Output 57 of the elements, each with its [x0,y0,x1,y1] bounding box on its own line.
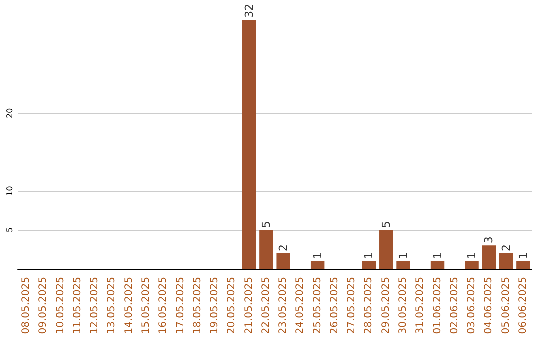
x-tick-label: 21.05.2025 [244,277,255,334]
bar [260,230,274,269]
bar [310,261,325,269]
x-tick-label: 09.05.2025 [38,277,50,334]
data-label: 3 [482,236,496,244]
x-tick-label: 03.06.2025 [466,277,478,334]
x-tick-label: 24.05.2025 [295,277,306,334]
x-tick-label: 23.05.2025 [278,277,290,334]
y-tick-label: 10 [6,186,14,196]
data-label: 1 [311,252,324,260]
bar [482,246,496,269]
x-tick-label: 08.05.2025 [21,277,32,334]
data-label: 2 [500,244,513,252]
x-tick-label: 11.05.2025 [72,277,84,334]
data-label: 1 [431,252,444,260]
x-tick-label: 10.05.2025 [55,277,66,334]
x-tick-label: 25.05.2025 [312,277,324,334]
bar [516,261,530,269]
bar [465,261,479,269]
data-label: 1 [516,252,530,260]
x-tick-label: 14.05.2025 [124,277,135,334]
bar [242,20,256,269]
x-tick-label: 19.05.2025 [210,277,221,334]
x-tick-label: 18.05.2025 [192,277,204,334]
x-tick-label: 29.05.2025 [380,277,392,334]
x-tick-label: 01.06.2025 [432,277,444,334]
x-tick-label: 27.05.2025 [346,277,358,334]
bar [380,230,394,269]
x-tick-label: 17.05.2025 [175,277,186,334]
x-tick-label: 12.05.2025 [90,277,101,334]
x-tick-label: 26.05.2025 [329,277,340,334]
data-label: 5 [260,221,273,228]
x-tick-label: 16.05.2025 [158,277,170,334]
data-label: 32 [242,4,256,18]
x-tick-label: 30.05.2025 [398,277,409,334]
x-tick-label: 02.06.2025 [449,277,460,334]
x-tick-label: 04.06.2025 [484,277,495,334]
y-tick-label: 20 [6,108,14,118]
data-label: 1 [397,252,410,260]
bar [499,253,514,269]
bar [362,261,376,269]
data-label: 1 [362,252,376,260]
x-tick-label: 20.05.2025 [226,277,238,334]
x-tick-label: 13.05.2025 [106,277,118,334]
x-tick-label: 05.06.2025 [500,277,512,334]
data-label: 1 [466,252,479,260]
data-label: 5 [380,221,393,228]
x-tick-label: 31.05.2025 [415,277,426,334]
x-tick-label: 28.05.2025 [364,277,375,334]
y-tick-label: 5 [6,228,14,233]
data-label: 2 [277,244,290,252]
x-tick-label: 06.06.2025 [518,277,529,334]
bar [430,261,445,269]
x-tick-label: 15.05.2025 [141,277,152,334]
x-tick-label: 22.05.2025 [260,277,272,334]
bar [276,253,290,269]
bar [396,261,410,269]
